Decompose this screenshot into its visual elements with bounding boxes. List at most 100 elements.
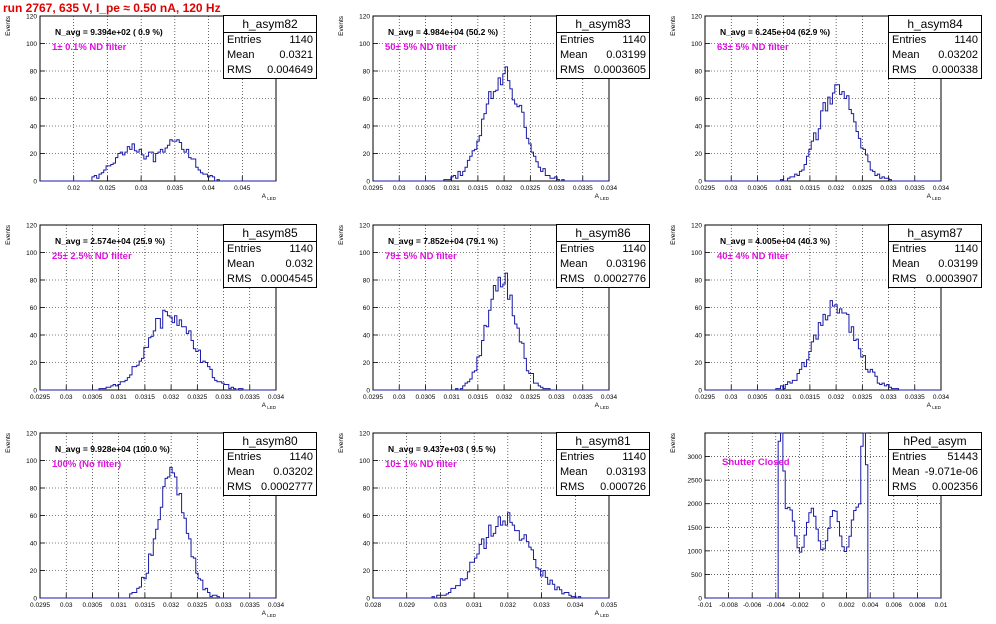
- x-tick-label: 0.031: [466, 602, 483, 609]
- stats-label: Entries: [560, 243, 595, 255]
- stats-title: h_asym81: [557, 433, 649, 450]
- x-tick-label: 0.035: [167, 185, 184, 192]
- y-tick-label: 60: [30, 305, 38, 312]
- stats-value: 0.03193: [606, 466, 646, 478]
- stats-label: Entries: [560, 451, 595, 463]
- y-tick-label: 100: [359, 458, 370, 465]
- x-tick-label: 0.0295: [30, 394, 50, 401]
- y-tick-label: 40: [695, 333, 703, 340]
- y-tick-label: 40: [30, 124, 38, 131]
- y-tick-label: 20: [695, 151, 703, 158]
- y-axis-title: Events: [670, 15, 677, 36]
- stats-value: 1140: [954, 243, 978, 255]
- y-tick-label: 0: [366, 388, 370, 395]
- x-tick-label: 0: [821, 602, 825, 609]
- stats-row-mean: Mean 0.03196: [557, 257, 649, 272]
- x-tick-label: 0.0325: [187, 602, 207, 609]
- stats-value: 0.03196: [606, 258, 646, 270]
- stats-box: h_asym83 Entries 1140 Mean 0.03199 RMS 0.00…: [556, 15, 650, 79]
- y-tick-label: 100: [359, 41, 370, 48]
- histogram-panel-h_asym85: 0.0295 0.03 0.0305 0.031 0.0315 0.032 0.0325 0.…: [0, 209, 331, 416]
- y-tick-label: 120: [359, 431, 370, 438]
- y-tick-label: 0: [33, 388, 37, 395]
- stats-value: 0.03202: [938, 49, 978, 61]
- stats-title: h_asym86: [557, 225, 649, 242]
- stats-value: 1140: [622, 451, 646, 463]
- x-tick-label: -0.006: [743, 602, 762, 609]
- x-tick-label: 0.034: [268, 602, 285, 609]
- y-tick-label: 2500: [688, 478, 703, 485]
- stats-title: hPed_asym: [889, 433, 981, 450]
- stats-label: Entries: [892, 451, 927, 463]
- stats-row-rms: RMS 0.000726: [557, 480, 649, 495]
- stats-value: 0.004649: [267, 64, 313, 76]
- y-tick-label: 0: [698, 179, 702, 186]
- y-tick-label: 20: [363, 568, 371, 575]
- stats-value: 0.0002776: [594, 273, 646, 285]
- navg-label: N_avg = 9.437e+03 ( 9.5 %): [388, 444, 496, 454]
- x-tick-label: 0.034: [268, 394, 285, 401]
- stats-row-mean: Mean 0.0321: [224, 48, 316, 63]
- stats-box: h_asym80 Entries 1140 Mean 0.03202 RMS 0.00…: [223, 432, 317, 496]
- x-tick-label: 0.033: [215, 394, 232, 401]
- y-tick-label: 20: [363, 360, 371, 367]
- y-tick-label: 100: [26, 250, 37, 257]
- stats-row-rms: RMS 0.004649: [224, 63, 316, 78]
- stats-value: 0.000726: [600, 481, 646, 493]
- y-tick-label: 0: [366, 596, 370, 603]
- x-tick-label: 0.033: [880, 394, 897, 401]
- navg-label: N_avg = 2.574e+04 (25.9 %): [55, 236, 166, 246]
- filter-label: 25± 2.5% ND filter: [52, 251, 132, 262]
- histogram-panel-h_asym82: 0.02 0.025 0.03 0.035 0.04 0.045 0 20 40 60 80 100 1…: [0, 0, 331, 207]
- x-tick-label: 0.032: [163, 394, 180, 401]
- y-tick-label: 40: [695, 124, 703, 131]
- stats-value: 1140: [954, 34, 978, 46]
- stats-label: Entries: [227, 34, 262, 46]
- stats-label: RMS: [227, 481, 252, 493]
- x-tick-label: 0.0305: [82, 394, 102, 401]
- x-tick-label: 0.032: [828, 394, 845, 401]
- stats-label: Entries: [560, 34, 595, 46]
- stats-row-rms: RMS 0.002356: [889, 480, 981, 495]
- histogram-line: [373, 272, 609, 391]
- page-title: run 2767, 635 V, I_pe ≈ 0.50 nA, 120 Hz: [3, 1, 221, 15]
- y-tick-label: 80: [30, 278, 38, 285]
- x-tick-label: 0.0315: [468, 185, 488, 192]
- x-tick-label: 0.0335: [240, 394, 260, 401]
- navg-label: N_avg = 4.005e+04 (40.3 %): [720, 236, 831, 246]
- stats-label: RMS: [892, 481, 917, 493]
- stats-value: 1140: [289, 451, 313, 463]
- stats-value: 0.0003605: [594, 64, 646, 76]
- stats-value: 51443: [947, 451, 978, 463]
- x-tick-label: 0.031: [444, 394, 461, 401]
- stats-row-mean: Mean 0.03199: [889, 257, 981, 272]
- y-tick-label: 1000: [688, 548, 703, 555]
- x-tick-label: 0.032: [500, 602, 517, 609]
- x-tick-label: 0.0295: [363, 185, 383, 192]
- histogram-svg: 0.028 0.029 0.03 0.031 0.032 0.033 0.034 0.035 0…: [338, 431, 618, 619]
- y-tick-label: 0: [33, 596, 37, 603]
- stats-value: 0.0003907: [926, 273, 978, 285]
- stats-value: 0.0004545: [261, 273, 313, 285]
- y-tick-label: 1500: [688, 525, 703, 532]
- y-axis-title: Events: [338, 224, 345, 245]
- x-tick-label: 0.033: [880, 185, 897, 192]
- stats-label: RMS: [560, 273, 585, 285]
- filter-label: 63± 5% ND filter: [717, 42, 789, 53]
- y-tick-label: 80: [695, 278, 703, 285]
- x-tick-label: 0.0295: [695, 394, 715, 401]
- y-axis-title: Events: [670, 224, 677, 245]
- x-tick-label: 0.0305: [415, 394, 435, 401]
- histogram-panel-h_asym86: 0.0295 0.03 0.0305 0.031 0.0315 0.032 0.0325 0.…: [333, 209, 664, 416]
- x-tick-label: 0.033: [533, 602, 550, 609]
- histogram-line: [373, 512, 609, 599]
- x-tick-label: -0.008: [719, 602, 738, 609]
- x-tick-label: 0.0325: [852, 185, 872, 192]
- y-tick-label: 20: [695, 360, 703, 367]
- y-axis-title: Events: [5, 15, 12, 36]
- y-tick-label: 60: [695, 305, 703, 312]
- y-tick-label: 2000: [688, 501, 703, 508]
- x-tick-label: 0.0305: [747, 185, 767, 192]
- x-tick-label: -0.002: [790, 602, 809, 609]
- x-tick-label: 0.03: [393, 394, 406, 401]
